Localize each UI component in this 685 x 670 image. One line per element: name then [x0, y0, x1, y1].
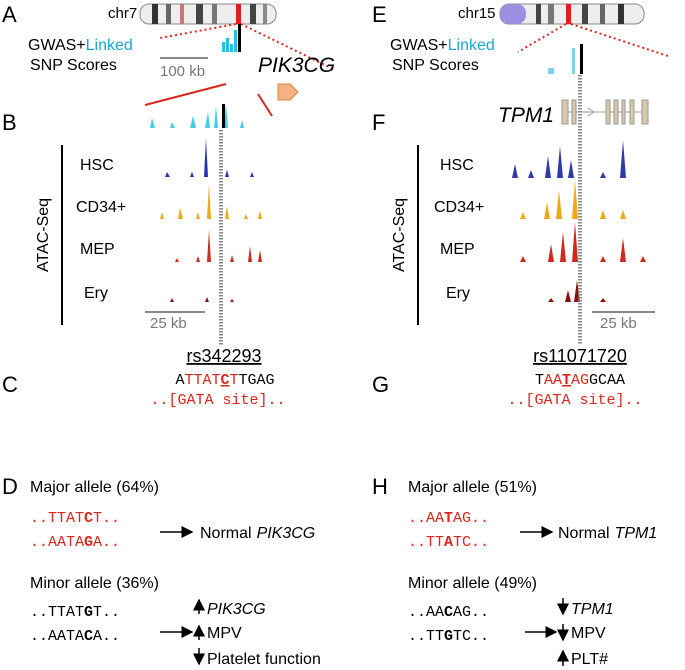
- track-label: Ery: [84, 285, 108, 302]
- allele-seq: ..TTATC..: [408, 534, 489, 551]
- atac-track: [145, 297, 270, 302]
- panel-label: A: [2, 2, 17, 27]
- effect: Normal TPM1: [558, 525, 657, 542]
- track-label: Ery: [446, 285, 470, 302]
- site-label: ..[GATA site]..: [150, 392, 285, 409]
- track-label: CD34+: [76, 199, 126, 216]
- zoom-line: [159, 23, 237, 39]
- atac-track: [490, 280, 655, 302]
- score-label: SNP Scores: [30, 57, 117, 74]
- chromosome-label: chr7: [108, 5, 137, 22]
- atac-track: [145, 138, 270, 177]
- assay-label: ATAC-Seq: [391, 198, 408, 272]
- atac-track: [145, 184, 270, 219]
- panel-label: C: [2, 372, 18, 397]
- track-label: CD34+: [434, 199, 484, 216]
- score-label: GWAS+Linked: [390, 37, 495, 54]
- allele-seq: ..AACAG..: [408, 604, 489, 621]
- snp-id: rs11071720: [533, 346, 627, 366]
- zoom-line: [257, 93, 273, 117]
- snp-scores: [548, 44, 583, 74]
- gene-model: [561, 99, 649, 125]
- score-label: SNP Scores: [392, 57, 479, 74]
- atac-track: [490, 222, 655, 262]
- atac-track: [145, 230, 270, 262]
- panel-label: G: [372, 372, 389, 397]
- atac-track: [490, 180, 655, 219]
- allele-seq: ..AATACA..: [30, 628, 120, 645]
- snp-sequence: ATTATCTTGAG: [175, 372, 274, 389]
- zoom-line: [144, 83, 227, 106]
- gene-label: PIK3CG: [258, 54, 335, 77]
- track-label: MEP: [440, 241, 475, 258]
- effect: MPV: [207, 625, 242, 642]
- panel-label: H: [372, 474, 388, 499]
- scale-label: 100 kb: [160, 63, 205, 80]
- panel-label: D: [2, 474, 18, 499]
- score-track: [145, 104, 270, 128]
- track-label: HSC: [80, 157, 114, 174]
- effect: MPV: [571, 625, 606, 642]
- snp-sequence: TAATAGGCAA: [535, 372, 625, 389]
- panel-label: E: [372, 2, 387, 27]
- track-label: MEP: [80, 241, 115, 258]
- scale-label: 25 kb: [150, 315, 187, 332]
- atac-track: [490, 140, 655, 178]
- allele-label: Major allele (64%): [30, 479, 159, 496]
- snp-marker: [222, 104, 225, 128]
- panel-label: B: [2, 110, 17, 135]
- effect: Normal PIK3CG: [200, 525, 315, 542]
- snp-id: rs342293: [186, 346, 261, 366]
- allele-seq: ..TTATCT..: [30, 510, 120, 527]
- chromosome-label: chr15: [458, 5, 496, 22]
- scale-label: 25 kb: [600, 315, 637, 332]
- allele-seq: ..TTGTC..: [408, 628, 489, 645]
- allele-label: Minor allele (49%): [408, 575, 537, 592]
- allele-seq: ..AATAG..: [408, 510, 489, 527]
- gene-model: [277, 83, 299, 101]
- ideogram: [139, 3, 277, 25]
- site-label: ..[GATA site]..: [507, 392, 642, 409]
- allele-seq: ..AATAGA..: [30, 534, 120, 551]
- track-label: HSC: [440, 157, 474, 174]
- gene-label: TPM1: [498, 104, 554, 127]
- allele-label: Major allele (51%): [408, 479, 537, 496]
- zoom-line: [570, 23, 669, 57]
- effect: TPM1: [571, 601, 614, 618]
- score-label: GWAS+Linked: [28, 37, 133, 54]
- snp-scores: [222, 24, 241, 52]
- ideogram: [499, 3, 645, 25]
- zoom-line: [517, 23, 567, 53]
- allele-seq: ..TTATGT..: [30, 604, 120, 621]
- allele-label: Minor allele (36%): [30, 575, 159, 592]
- effect: Platelet function: [207, 651, 321, 668]
- assay-label: ATAC-Seq: [35, 198, 52, 272]
- panel-label: F: [372, 110, 385, 135]
- effect: PLT#: [571, 651, 608, 668]
- effect: PIK3CG: [207, 601, 266, 618]
